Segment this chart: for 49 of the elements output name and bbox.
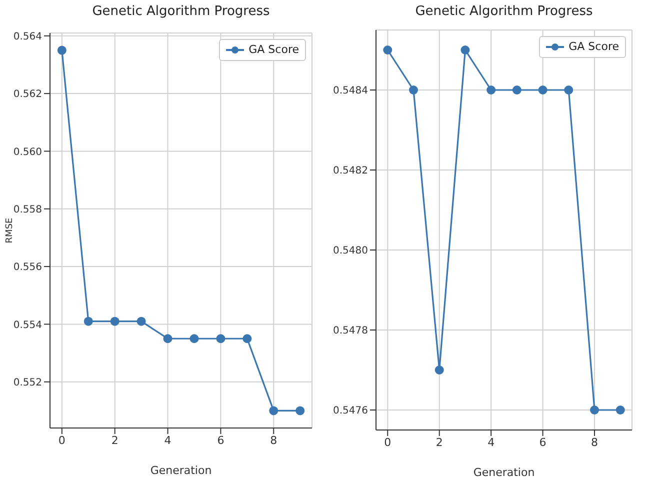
- y-tick-label: 0.5480: [333, 246, 368, 257]
- y-tick-label: 0.558: [13, 204, 42, 216]
- y-tick-label: 0.554: [13, 320, 42, 331]
- point: [269, 406, 278, 416]
- point: [460, 46, 470, 54]
- point: [242, 334, 252, 344]
- point: [163, 334, 172, 344]
- point: [216, 334, 226, 344]
- point: [136, 316, 146, 326]
- x-tick-label: 8: [270, 434, 278, 447]
- x-axis-title: Generation: [473, 466, 535, 479]
- x-tick-label: 2: [111, 434, 118, 447]
- x-tick-label: 6: [539, 436, 546, 449]
- point: [296, 406, 305, 416]
- x-tick-label: 8: [591, 436, 598, 449]
- point: [57, 46, 66, 55]
- point: [538, 86, 548, 94]
- x-tick-label: 0: [58, 434, 66, 447]
- x-tick-label: 4: [488, 436, 495, 449]
- x-tick-label: 4: [164, 434, 172, 447]
- legend-label: GA Score: [248, 42, 299, 58]
- y-axis-title: RMSE: [5, 217, 16, 244]
- y-tick-label: 0.5478: [333, 326, 368, 337]
- y-tick-label: 0.5484: [333, 86, 368, 97]
- point: [434, 366, 444, 374]
- chart-title: Genetic Algorithm Progress: [414, 4, 594, 19]
- y-tick-label: 0.564: [13, 31, 42, 42]
- chart-title: Genetic Algorithm Progress: [91, 4, 271, 19]
- point: [486, 86, 496, 94]
- point: [110, 316, 120, 326]
- y-tick-label: 0.552: [13, 377, 42, 388]
- y-tick-label: 0.5476: [333, 406, 368, 417]
- point: [408, 86, 418, 94]
- point: [564, 86, 574, 94]
- x-tick-label: 6: [217, 434, 224, 447]
- y-tick-label: 0.5482: [333, 166, 368, 177]
- point: [590, 406, 600, 414]
- legend-label: GA Score: [568, 39, 619, 55]
- y-tick-label: 0.562: [13, 89, 42, 100]
- x-tick-label: 2: [436, 436, 443, 449]
- x-axis-title: Generation: [150, 464, 212, 477]
- point: [512, 86, 522, 94]
- point: [383, 46, 392, 54]
- y-tick-label: 0.560: [13, 146, 42, 158]
- point: [616, 406, 625, 414]
- point: [190, 334, 199, 344]
- point: [84, 316, 93, 326]
- y-tick-label: 0.556: [13, 262, 42, 274]
- x-tick-label: 0: [384, 436, 392, 449]
